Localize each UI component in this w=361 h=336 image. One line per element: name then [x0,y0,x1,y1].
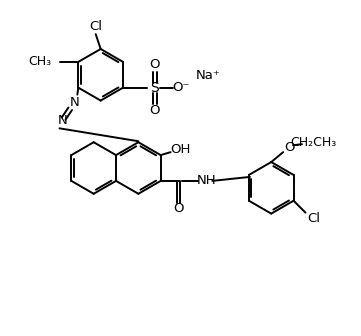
Text: O: O [149,58,160,71]
Text: NH: NH [196,174,216,187]
Text: O: O [149,104,160,117]
Text: N: N [70,96,79,109]
Text: CH₃: CH₃ [29,55,52,69]
Text: O: O [284,141,294,154]
Text: S: S [150,81,159,95]
Text: Cl: Cl [307,212,320,225]
Text: Na⁺: Na⁺ [196,69,221,82]
Text: N: N [58,114,68,127]
Text: OH: OH [170,143,191,156]
Text: O⁻: O⁻ [172,81,189,94]
Text: O: O [173,202,184,215]
Text: Cl: Cl [89,20,102,33]
Text: CH₂CH₃: CH₂CH₃ [290,136,336,149]
